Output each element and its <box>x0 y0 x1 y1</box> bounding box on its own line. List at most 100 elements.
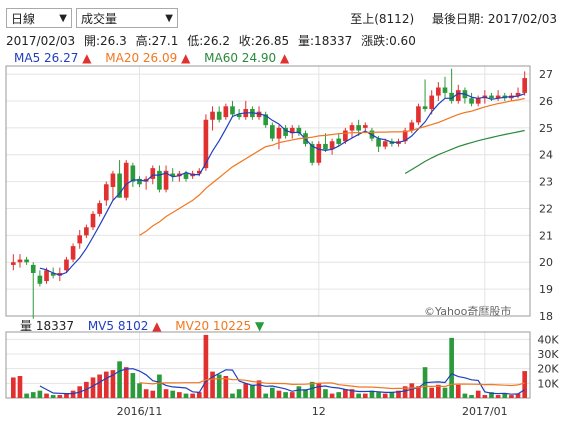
period-select-value: 日線 <box>11 12 36 26</box>
ma-legend: MA5 26.27 ▲ MA20 26.09 ▲ MA60 24.90 ▲ <box>14 51 299 65</box>
candle-body <box>157 170 162 190</box>
volume-bar <box>24 393 29 398</box>
volume-bar <box>402 386 408 398</box>
x-tick-label: 2016/11 <box>117 405 163 418</box>
volume-bar <box>343 389 348 398</box>
candle-body <box>44 270 49 282</box>
candle-body <box>409 122 415 131</box>
volume-bar <box>163 389 169 398</box>
volume-bar <box>309 381 315 398</box>
volume-bar <box>183 393 189 398</box>
mv5-legend: MV5 8102 ▲ <box>87 319 162 333</box>
volume-bar <box>10 377 16 398</box>
candle-body <box>356 125 361 131</box>
candle-body <box>436 87 441 96</box>
volume-bar <box>362 393 368 398</box>
candle-body <box>50 272 56 276</box>
candle-body <box>110 173 116 187</box>
volume-y-tick-label: 30K <box>537 348 559 361</box>
candle-body <box>150 168 156 179</box>
volume-bar <box>97 374 102 398</box>
volume-bar <box>70 390 76 398</box>
volume-bar <box>303 389 308 398</box>
volume-bar <box>522 371 528 398</box>
candle-body <box>269 125 275 139</box>
indicator-select[interactable]: 成交量 ▼ <box>76 8 178 28</box>
price-y-tick-label: 27 <box>539 68 553 81</box>
arrow-up-icon: ▲ <box>181 51 191 65</box>
candle-body <box>442 87 448 93</box>
volume-bar <box>289 392 295 398</box>
ma60-line <box>404 129 525 175</box>
last-date: 最後日期: 2017/02/03 <box>431 12 557 26</box>
volume-bar <box>442 387 448 398</box>
volume-bar <box>236 389 242 398</box>
volume-y-tick-label: 20K <box>537 363 559 376</box>
candle-body <box>216 111 222 120</box>
volume-bar <box>30 392 36 398</box>
mv20-legend: MV20 10225 ▼ <box>175 319 265 333</box>
volume-bar <box>243 383 249 398</box>
volume-bar <box>103 371 109 398</box>
candle-body <box>123 162 129 198</box>
volume-bar <box>37 390 43 398</box>
volume-bar <box>462 393 468 398</box>
arrow-up-icon: ▲ <box>279 51 290 65</box>
candle-body <box>475 98 481 104</box>
volume-bar <box>449 337 454 398</box>
arrow-up-icon: ▲ <box>82 51 92 65</box>
candle-body <box>323 143 328 150</box>
volume-bar <box>356 393 361 398</box>
candle-body <box>24 259 29 263</box>
x-tick-label: 12 <box>312 405 326 418</box>
candle-body <box>329 141 335 150</box>
volume-bar <box>170 390 176 398</box>
volume-bar <box>44 393 49 398</box>
volume-bar <box>143 389 149 398</box>
mv5-line <box>39 368 526 395</box>
candle-body <box>163 170 169 190</box>
triangle-down-icon[interactable]: ▼ <box>59 13 67 24</box>
period-select[interactable]: 日線 ▼ <box>6 8 72 28</box>
candle-body <box>210 111 215 120</box>
candle-body <box>455 90 461 101</box>
price-y-tick-label: 18 <box>539 310 553 323</box>
volume-bar <box>429 387 435 398</box>
volume-y-tick-label: 10K <box>537 377 559 390</box>
candle-body <box>70 246 76 260</box>
candle-body <box>103 184 109 201</box>
volume-bar <box>230 393 235 398</box>
candle-body <box>283 127 288 136</box>
quote-low: 低:26.2 <box>187 34 230 48</box>
quote-open: 開:26.3 <box>84 34 127 48</box>
volume-bar <box>263 393 269 398</box>
volume-bar <box>316 383 322 398</box>
quote-info: 2017/02/03 開:26.3 高:27.1 低:26.2 收:26.85 … <box>6 32 416 49</box>
candle-body <box>515 92 521 96</box>
volume-bar <box>256 380 262 398</box>
candle-body <box>223 106 229 118</box>
quote-date: 2017/02/03 <box>6 34 76 48</box>
volume-bar <box>283 392 288 398</box>
volume-bar <box>269 387 275 398</box>
candle-body <box>449 92 454 101</box>
volume-bar <box>64 393 69 398</box>
watermark: ©Yahoo奇摩股市 <box>424 305 512 318</box>
volume-legend: 量 18337 MV5 8102 ▲ MV20 10225 ▼ <box>20 317 274 334</box>
price-y-tick-label: 26 <box>539 95 553 108</box>
volume-bar <box>396 390 401 398</box>
volume-bar <box>475 390 481 398</box>
candle-body <box>469 98 474 104</box>
candle-body <box>177 173 182 177</box>
candle-body <box>30 264 36 273</box>
triangle-down-icon[interactable]: ▼ <box>165 13 173 24</box>
volume-bar <box>223 376 229 398</box>
price-y-tick-label: 25 <box>539 122 553 135</box>
volume-bar <box>177 392 182 398</box>
ma5-legend: MA5 26.27 ▲ <box>14 51 92 65</box>
candle-body <box>402 130 408 142</box>
arrow-down-icon: ▼ <box>254 319 265 333</box>
candle-body <box>382 141 388 147</box>
candle-body <box>316 143 322 163</box>
